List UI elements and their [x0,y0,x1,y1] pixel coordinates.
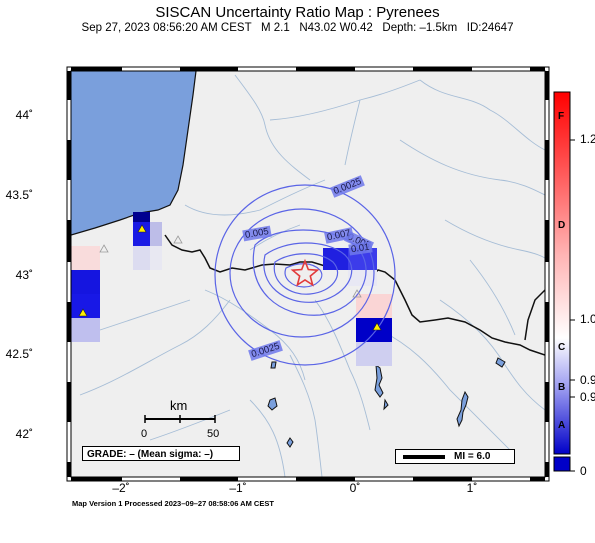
coastline [71,71,197,236]
colorbar[interactable] [553,91,575,472]
map-frame [66,66,550,482]
x-tick-label: 0˚ [349,481,361,495]
colorbar-grade-a: A [558,420,566,431]
processing-footer: Map Version 1 Processed 2023–09–27 08:58… [72,499,274,508]
x-tick-label: –1˚ [229,481,247,495]
epicenter-star-icon[interactable] [290,258,320,287]
station-triangle-icon[interactable] [137,224,147,233]
colorbar-grade-b: B [558,382,566,393]
station-triangle-icon[interactable] [78,308,88,317]
colorbar-grade-c: C [558,342,566,353]
scale-tick-label: 0 [141,428,148,440]
map-title: SISCAN Uncertainty Ratio Map : Pyrenees [155,4,440,21]
colorbar-grade-d: D [558,220,566,231]
station-triangle-icon[interactable] [99,244,109,253]
station-triangle-icon[interactable] [352,289,362,298]
x-tick-label: 1˚ [466,481,478,495]
station-triangle-icon[interactable] [173,235,183,244]
uncertainty-contours [214,184,396,366]
colorbar-value: 1.2 [580,132,595,146]
scale-tick-label: 50 [207,428,220,440]
border-ne [524,289,545,341]
scale-bar [144,415,216,423]
event-summary: Sep 27, 2023 08:56:20 AM CEST M 2.1 N43.… [81,22,514,34]
colorbar-value: 0.9 [580,390,595,404]
mi-label: MI = 6.0 [454,451,491,462]
y-tick-label: 43˚ [15,268,33,282]
y-tick-label: 43.5˚ [5,188,33,202]
y-tick-label: 42.5˚ [5,347,33,361]
scale-unit-label: km [170,398,188,413]
colorbar-value: 0.9 [580,373,595,387]
mi-bar-icon [403,455,445,459]
mediterranean-islets [267,357,506,448]
grade-box: GRADE: – (Mean sigma: –) [82,446,240,461]
station-markers [78,224,382,331]
y-tick-label: 44˚ [15,108,33,122]
colorbar-value: 1.0 [580,312,595,326]
sea-area [71,71,196,235]
y-tick-label: 42˚ [15,427,33,441]
station-triangle-icon[interactable] [372,322,382,331]
colorbar-value: 0 [580,464,587,478]
mi-legend: MI = 6.0 [395,449,515,464]
colorbar-grade-f: F [558,111,565,122]
uncertainty-grid [71,212,392,366]
rivers [79,74,545,477]
x-tick-label: –2˚ [112,481,130,495]
